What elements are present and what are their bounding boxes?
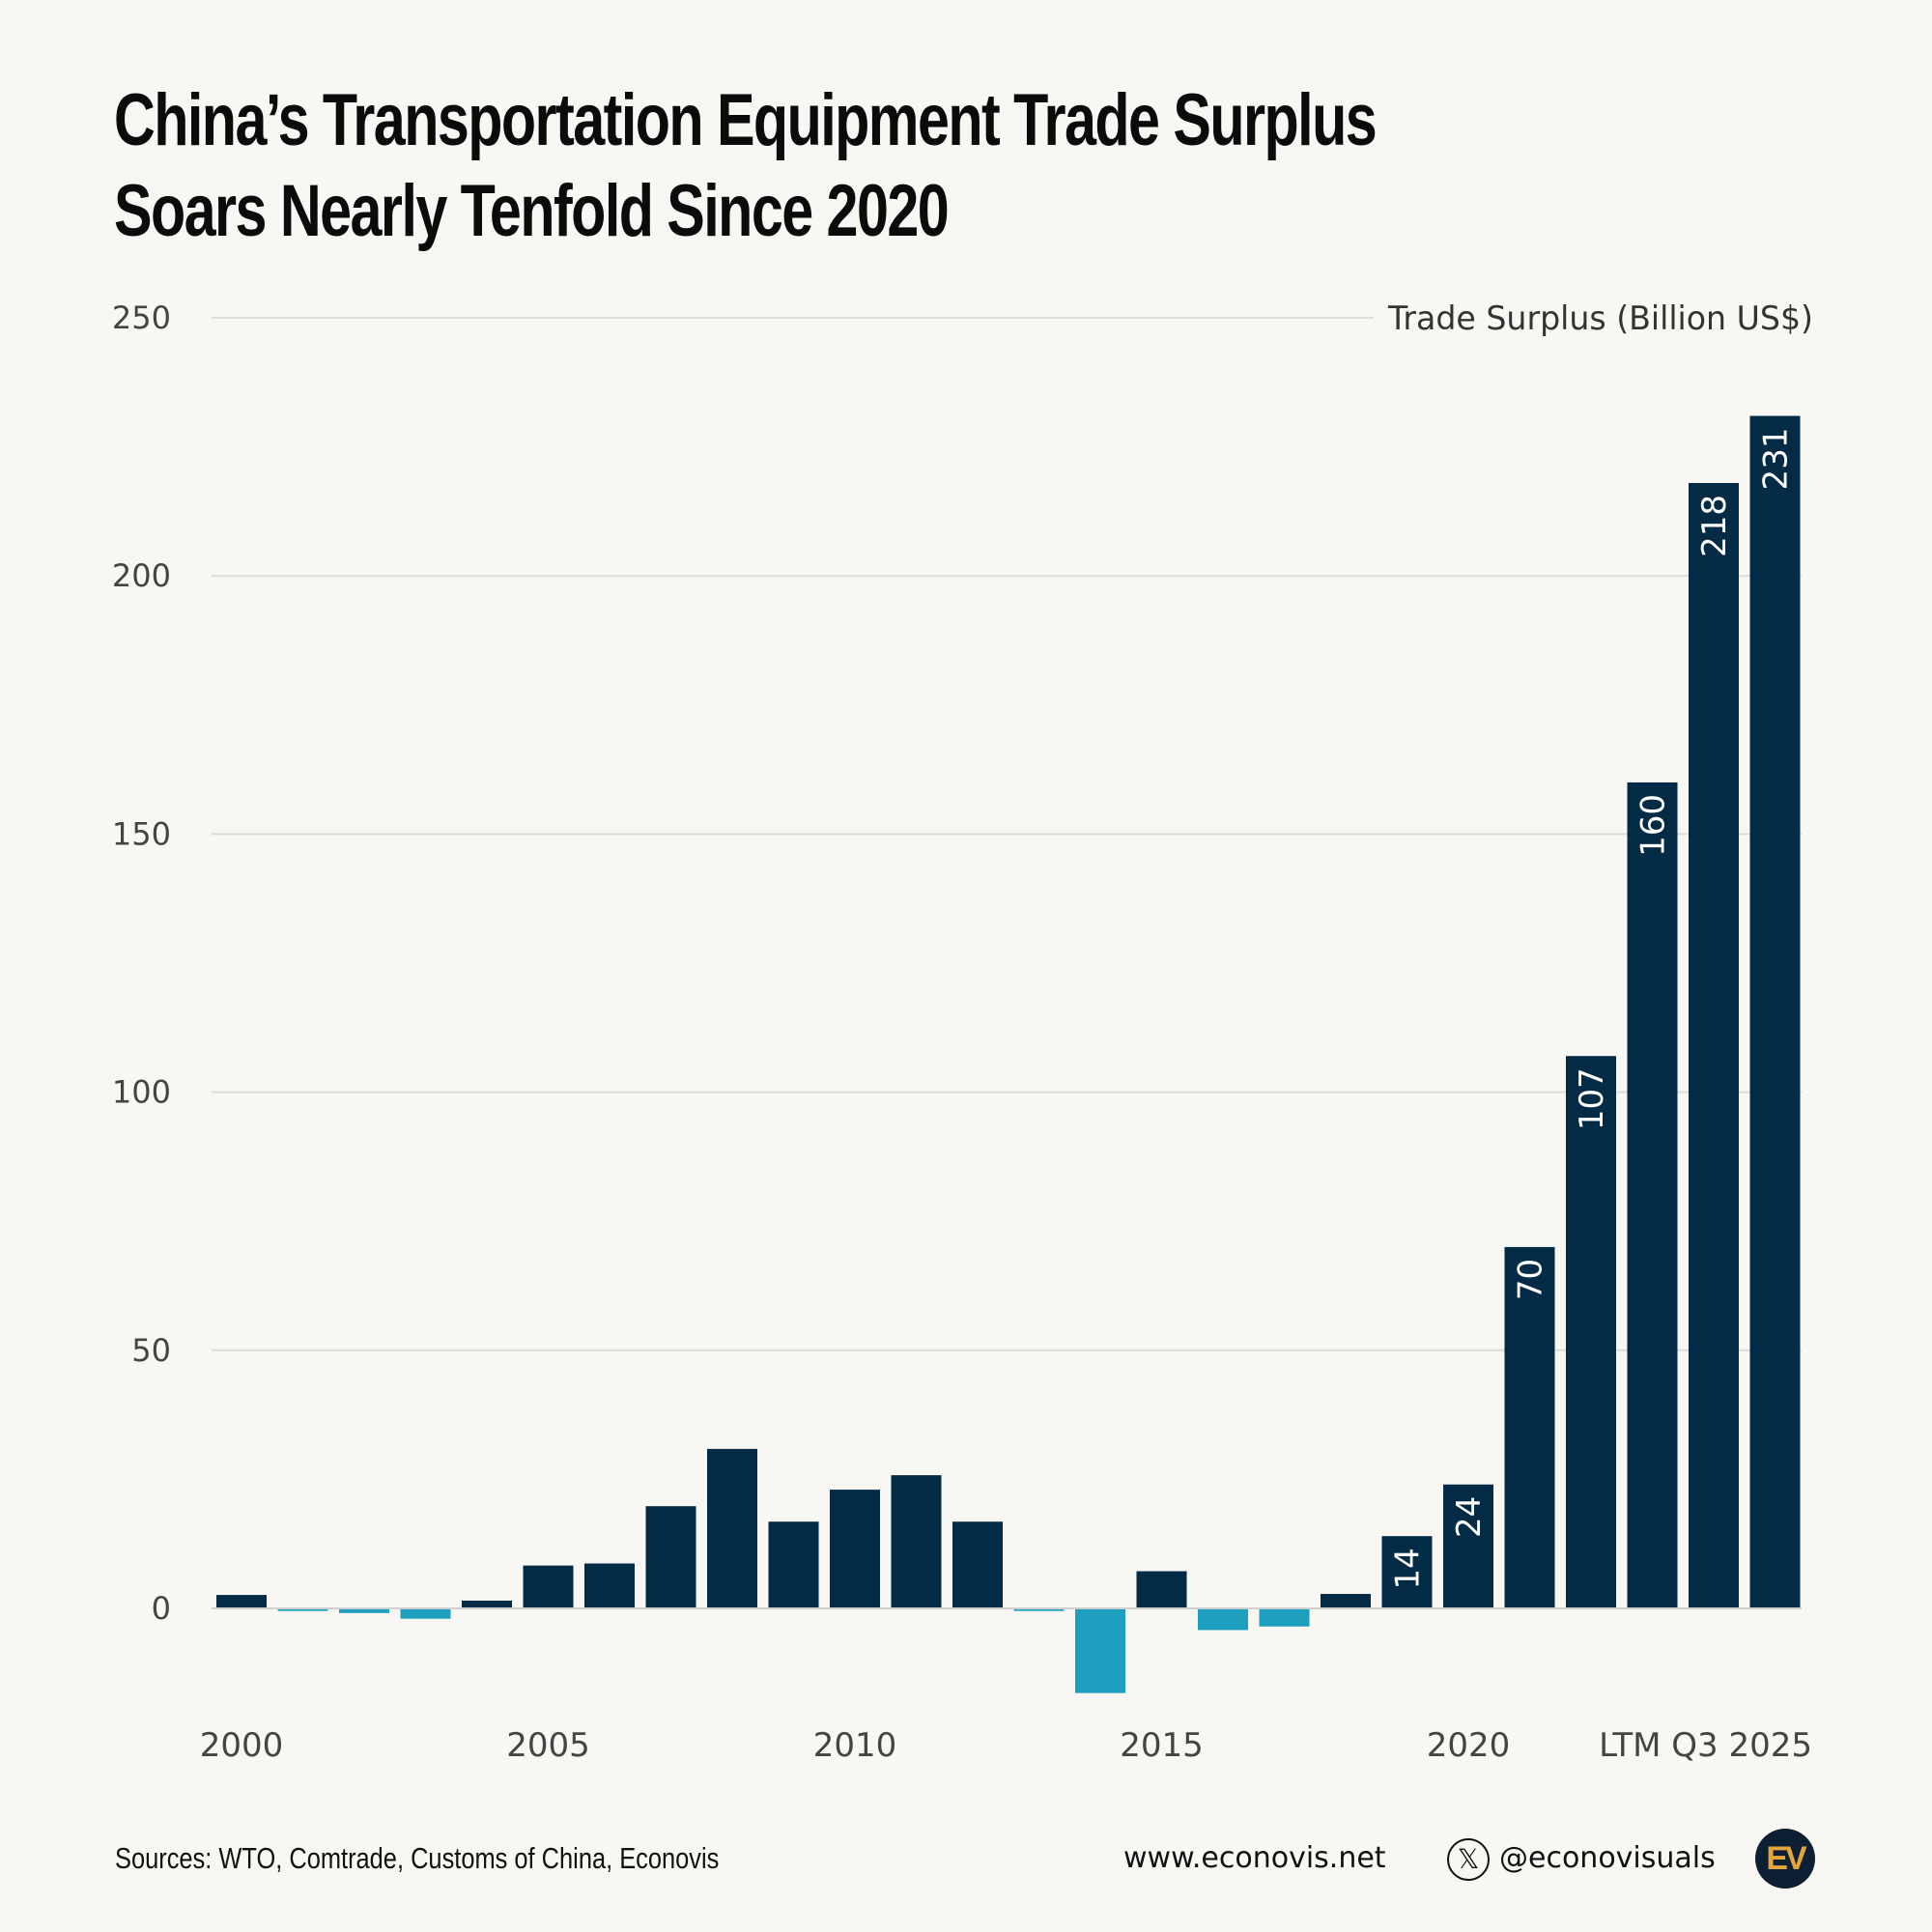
bar-2003	[400, 1608, 451, 1619]
bar-2023	[1627, 781, 1678, 1608]
bar-2020	[1443, 1484, 1493, 1608]
x-tick-label: 2005	[506, 1726, 590, 1765]
bar-2016	[1198, 1608, 1248, 1631]
econovis-logo: EV	[1755, 1829, 1815, 1889]
bar-2008	[707, 1448, 757, 1608]
title-line-2: Soars Nearly Tenfold Since 2020	[114, 170, 950, 252]
x-tick-label: LTM Q3 2025	[1599, 1726, 1812, 1765]
y-tick-label: 0	[152, 1590, 171, 1627]
bar-2004	[462, 1600, 512, 1608]
bar-2024	[1689, 483, 1739, 1608]
chart-title: China’s Transportation Equipment Trade S…	[114, 75, 1378, 257]
bar-2022	[1566, 1056, 1616, 1608]
y-tick-label: 200	[112, 557, 171, 594]
x-logo-icon: 𝕏	[1447, 1838, 1490, 1881]
bar-2000	[216, 1595, 267, 1608]
bar-2011	[891, 1475, 942, 1608]
bar-2002	[339, 1608, 389, 1613]
x-tick-label: 2015	[1120, 1726, 1204, 1765]
bar-2014	[1075, 1608, 1125, 1693]
bar-2012	[952, 1521, 1003, 1608]
sources-note: Sources: WTO, Comtrade, Customs of China…	[115, 1841, 720, 1875]
y-tick-label: 50	[131, 1332, 171, 1369]
bar-2009	[768, 1521, 819, 1608]
data-label: 107	[1573, 1067, 1611, 1130]
social-handle[interactable]: @econovisuals	[1499, 1841, 1716, 1875]
y-tick-label: 100	[112, 1074, 171, 1111]
bar-2007	[645, 1506, 696, 1608]
y-tick-label: 250	[112, 299, 171, 336]
bar-2013	[1013, 1608, 1065, 1611]
bar-2006	[584, 1563, 635, 1608]
bar-2021	[1504, 1246, 1555, 1608]
y-tick-label: 150	[112, 815, 171, 852]
data-label: 160	[1634, 794, 1673, 857]
y-axis-title: Trade Surplus (Billion US$)	[1387, 299, 1813, 338]
x-tick-label: 2010	[813, 1726, 897, 1765]
data-label: 231	[1757, 428, 1796, 491]
bar-2015	[1136, 1571, 1187, 1608]
data-label: 218	[1695, 495, 1734, 557]
x-tick-label: 2020	[1427, 1726, 1511, 1765]
x-tick-label: 2000	[200, 1726, 284, 1765]
data-label: 14	[1389, 1548, 1428, 1589]
bar-2018	[1321, 1594, 1371, 1608]
title-line-1: China’s Transportation Equipment Trade S…	[114, 79, 1378, 161]
data-label: 24	[1450, 1496, 1489, 1538]
data-label: 70	[1512, 1259, 1550, 1300]
bar-2001	[277, 1608, 328, 1611]
bar-2019	[1381, 1536, 1433, 1608]
bar-2005	[523, 1565, 574, 1608]
bar-2017	[1259, 1608, 1310, 1627]
bar-2010	[830, 1490, 880, 1608]
bar-LTM Q3 2025	[1749, 415, 1801, 1608]
website-link[interactable]: www.econovis.net	[1123, 1841, 1386, 1875]
